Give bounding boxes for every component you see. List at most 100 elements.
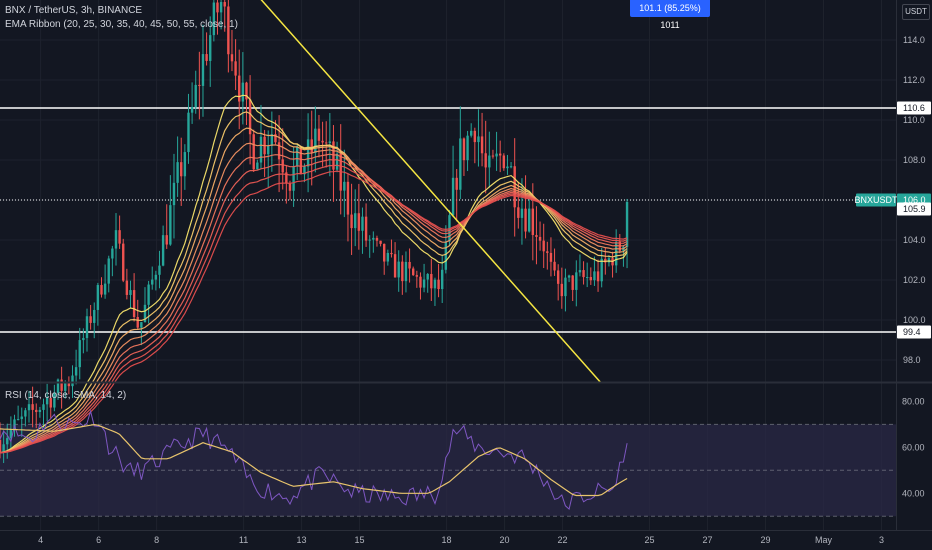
candle-body (78, 340, 81, 368)
candle (364, 203, 368, 247)
candle (93, 302, 96, 339)
candle-body (484, 153, 487, 168)
candle (524, 175, 527, 239)
candle-body (575, 272, 578, 290)
currency-button[interactable]: USDT (902, 4, 930, 20)
candle (560, 267, 564, 309)
candle-body (89, 316, 92, 323)
candle-body (350, 214, 353, 229)
symbol-title[interactable]: BNX / TetherUS, 3h, BINANCE (5, 5, 142, 16)
candle (404, 251, 408, 293)
candle-body (488, 155, 491, 168)
candle-body (625, 202, 629, 247)
candle-body (462, 138, 466, 161)
rsi-ma-line (0, 423, 628, 497)
candle (281, 128, 284, 190)
candle (433, 277, 437, 306)
rsi-legend[interactable]: RSI (14, close, SMA, 14, 2) (5, 390, 126, 401)
candle-body (397, 261, 400, 278)
candle (103, 264, 107, 299)
candle (408, 248, 411, 283)
candle-body (267, 145, 270, 155)
candle (495, 131, 498, 171)
candle (122, 238, 125, 283)
candle-body (198, 84, 201, 86)
candle-body (183, 152, 187, 177)
candle-body (122, 243, 125, 281)
candle (422, 263, 426, 293)
candle-body (408, 261, 411, 269)
candle-body (125, 280, 129, 295)
candle-body (299, 147, 303, 175)
candle (67, 376, 71, 395)
candle-body (296, 147, 299, 167)
candle-body (538, 236, 542, 241)
candle-body (556, 270, 560, 284)
candle-body (151, 279, 154, 285)
candle (35, 403, 38, 429)
candle-body (520, 208, 524, 218)
candle-body (100, 285, 103, 295)
candle (350, 183, 353, 255)
candle-body (310, 139, 313, 154)
candle-body (444, 241, 448, 270)
candle-body (426, 273, 429, 280)
candle-body (498, 153, 502, 156)
candle-body (45, 397, 49, 405)
candle-body (314, 128, 317, 154)
trendline-layer[interactable] (235, 0, 601, 383)
candle-body (136, 317, 139, 328)
current-close-tag-bg (897, 202, 931, 216)
candle (169, 175, 172, 246)
rsi-line (0, 409, 628, 511)
rsi-plot (0, 409, 628, 511)
candle (386, 249, 390, 266)
candle (437, 263, 440, 298)
candle (45, 383, 49, 422)
candle-body (325, 142, 328, 144)
ema-line-55 (0, 170, 628, 454)
ema-ribbon-legend[interactable]: EMA Ribbon (20, 25, 30, 35, 40, 45, 50, … (5, 19, 238, 30)
candle (372, 231, 375, 253)
candle-body (74, 367, 78, 376)
candle (375, 235, 379, 247)
candle (390, 239, 393, 258)
price-tick-label: 104.0 (903, 235, 926, 245)
candle-body (419, 276, 422, 288)
candle-body (564, 277, 567, 297)
candle-body (415, 275, 419, 277)
rsi-axis[interactable]: 80.00 60.00 40.00 (902, 396, 925, 498)
candle (223, 0, 226, 32)
candle-body (238, 75, 241, 102)
trendline[interactable] (235, 0, 601, 383)
candle (332, 125, 335, 202)
candle-body (60, 379, 63, 391)
candle (509, 162, 513, 169)
candle (567, 274, 571, 283)
ema-line-35 (0, 142, 628, 454)
candle (151, 266, 154, 290)
candle (245, 81, 248, 126)
candle (462, 137, 466, 176)
time-tick-label: 8 (154, 535, 159, 545)
candle-body (393, 254, 397, 278)
candle (285, 165, 288, 204)
support-tag-label: 99.4 (903, 327, 921, 337)
candle-body (53, 392, 56, 408)
price-tick-label: 114.0 (903, 35, 925, 45)
candle-body (165, 235, 168, 245)
candle (263, 129, 266, 177)
candle-body (531, 208, 535, 236)
candle-body (571, 275, 574, 290)
candle-body (24, 410, 27, 417)
time-axis[interactable]: 4 6 8 11 13 15 18 20 22 25 27 29 May 3 (38, 535, 884, 545)
candle-body (582, 270, 585, 278)
candle-body (212, 2, 216, 36)
candle-body (466, 135, 469, 161)
candle-body (527, 208, 531, 232)
candle (426, 272, 429, 293)
candle-body (38, 409, 42, 413)
candle-body (600, 258, 603, 282)
